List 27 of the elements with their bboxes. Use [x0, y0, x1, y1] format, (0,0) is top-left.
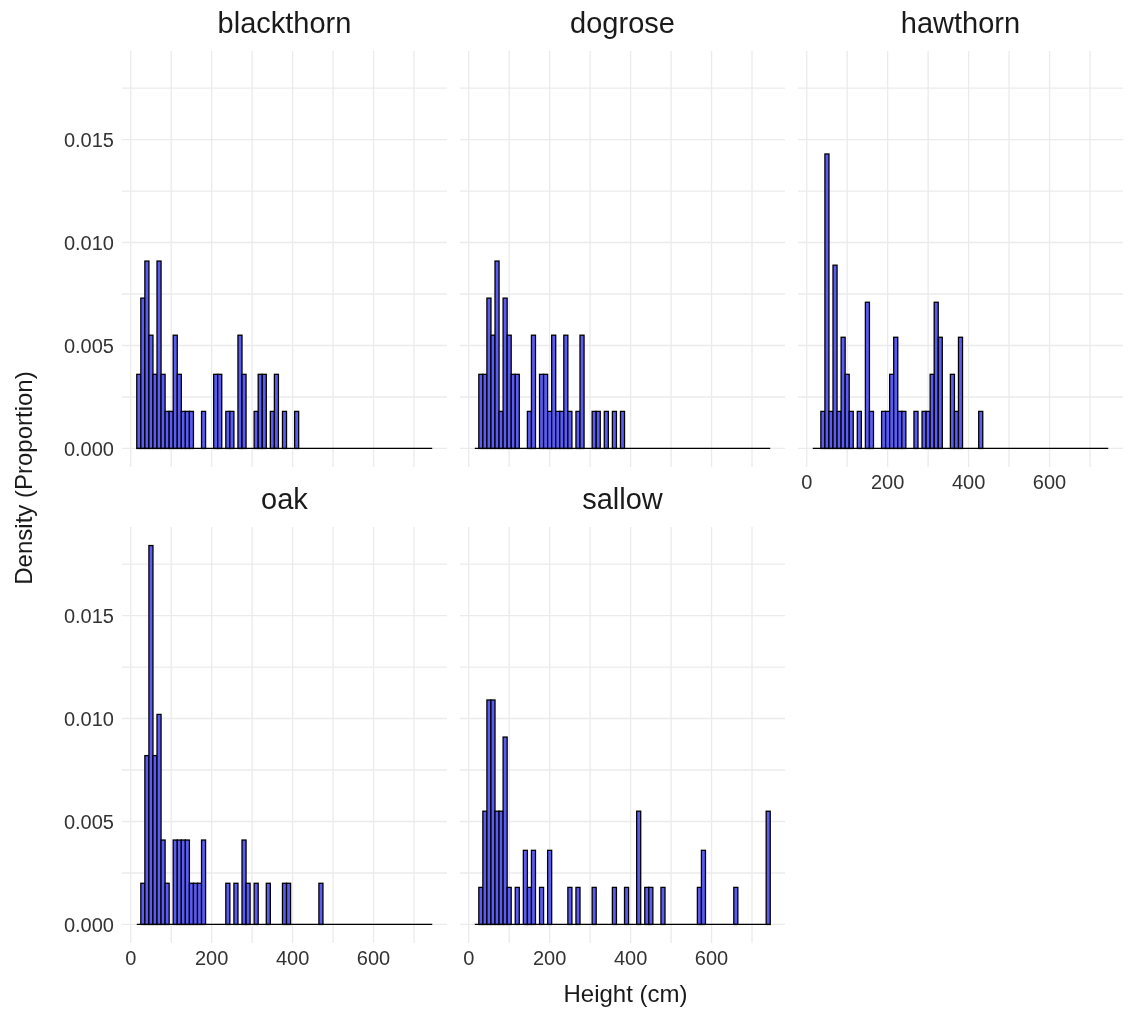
y-axis-title: Density (Proportion) — [10, 370, 38, 587]
x-tick-label: 200 — [194, 947, 229, 970]
chart-title: blackthorn — [216, 7, 353, 40]
y-tick-label: 0.000 — [63, 913, 114, 936]
y-tick-label: 0.015 — [63, 128, 114, 151]
y-tick-label: 0.010 — [63, 707, 114, 730]
chart-title: oak — [260, 483, 309, 516]
y-tick-label: 0.005 — [63, 810, 114, 833]
x-tick-label: 0 — [801, 471, 813, 494]
x-tick-label: 600 — [1032, 471, 1067, 494]
x-tick-label: 400 — [275, 947, 310, 970]
x-tick-label: 600 — [694, 947, 729, 970]
y-tick-label: 0.010 — [63, 231, 114, 254]
x-tick-label: 200 — [870, 471, 905, 494]
x-tick-label: 0 — [125, 947, 137, 970]
x-tick-label: 0 — [463, 947, 475, 970]
chart-title: dogrose — [569, 7, 676, 40]
chart-title: hawthorn — [899, 7, 1022, 40]
y-tick-label: 0.005 — [63, 334, 114, 357]
y-tick-label: 0.000 — [63, 437, 114, 460]
y-tick-label: 0.015 — [63, 604, 114, 627]
x-tick-label: 200 — [532, 947, 567, 970]
x-tick-label: 600 — [356, 947, 391, 970]
chart-title: sallow — [581, 483, 664, 516]
x-axis-title: Height (cm) — [562, 980, 689, 1008]
x-tick-label: 400 — [613, 947, 648, 970]
x-tick-label: 400 — [951, 471, 986, 494]
